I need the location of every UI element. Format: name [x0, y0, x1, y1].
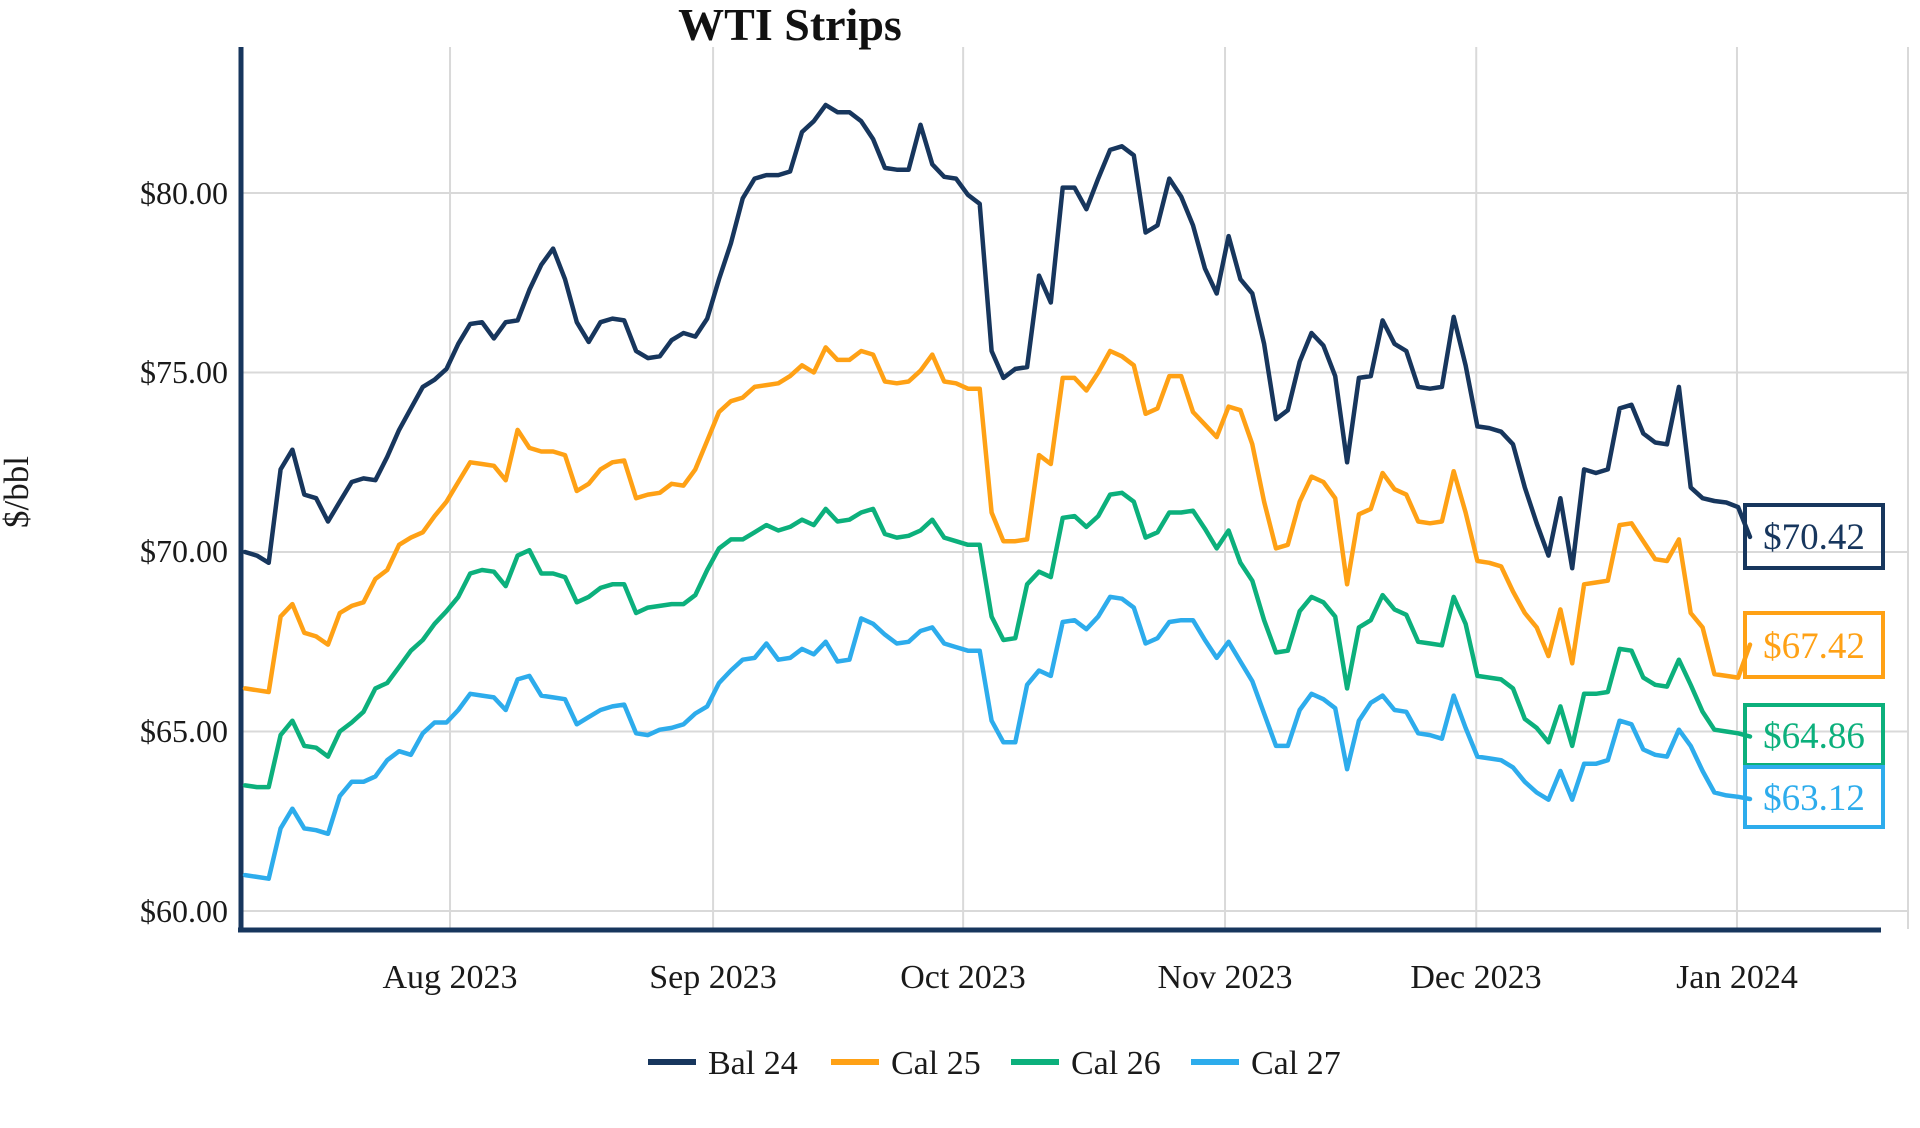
- legend-label-cal25: Cal 25: [891, 1045, 981, 1082]
- series-line-cal25: [242, 345, 1753, 695]
- x-tick-label: Dec 2023: [1410, 959, 1541, 996]
- series-line-cal27: [242, 594, 1753, 881]
- x-tick-label: Aug 2023: [382, 959, 517, 996]
- legend-item-cal25: Cal 25: [831, 1045, 981, 1082]
- end-label-cal25: $67.42: [1743, 611, 1885, 679]
- y-tick-label: $60.00: [140, 893, 228, 929]
- y-tick-label: $70.00: [140, 533, 228, 569]
- legend-label-bal24: Bal 24: [708, 1045, 798, 1082]
- end-label-cal26-text: $64.86: [1763, 716, 1865, 757]
- legend-item-bal24: Bal 24: [648, 1045, 798, 1082]
- y-axis-title: $/bbl: [0, 456, 36, 528]
- x-tick-label: Nov 2023: [1157, 959, 1292, 996]
- legend-item-cal26: Cal 26: [1011, 1045, 1161, 1082]
- chart-title: WTI Strips: [678, 0, 902, 50]
- y-tick-label: $65.00: [140, 713, 228, 749]
- legend-label-cal26: Cal 26: [1071, 1045, 1161, 1082]
- x-tick-label: Oct 2023: [900, 959, 1026, 996]
- y-tick-label: $75.00: [140, 354, 228, 390]
- x-tick-label: Sep 2023: [649, 959, 777, 996]
- y-tick-label: $80.00: [140, 175, 228, 211]
- legend: Bal 24 Cal 25 Cal 26 Cal 27: [648, 1045, 1341, 1082]
- end-label-bal24-text: $70.42: [1763, 517, 1865, 558]
- legend-label-cal27: Cal 27: [1251, 1045, 1341, 1082]
- gridlines: [242, 47, 1909, 929]
- end-label-cal27-text: $63.12: [1763, 778, 1865, 819]
- x-tick-label: Jan 2024: [1676, 959, 1798, 996]
- end-label-cal27: $63.12: [1743, 765, 1885, 829]
- series-line-bal24: [242, 102, 1753, 571]
- end-label-cal25-text: $67.42: [1763, 626, 1865, 667]
- series-lines: [242, 102, 1753, 881]
- end-label-bal24: $70.42: [1743, 503, 1885, 570]
- end-label-cal26: $64.86: [1743, 703, 1885, 767]
- series-line-cal26: [242, 490, 1753, 790]
- legend-item-cal27: Cal 27: [1191, 1045, 1341, 1082]
